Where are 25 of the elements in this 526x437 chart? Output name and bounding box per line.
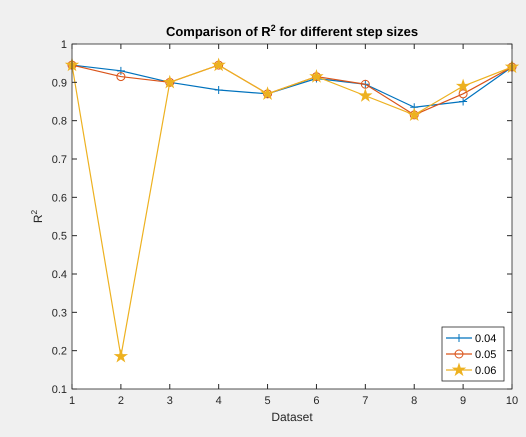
x-tick-label: 5 [264, 395, 271, 407]
y-tick-label: 0.1 [52, 384, 67, 396]
x-axis-title: Dataset [271, 410, 314, 424]
x-tick-label: 4 [216, 395, 222, 407]
x-tick-label: 6 [313, 395, 320, 407]
chart-title: Comparison of R$^{2}$ for different step sizes [166, 23, 418, 39]
legend-label: 0.05 [475, 349, 496, 361]
y-tick-label: 0.3 [52, 307, 67, 320]
y-tick-label: 0.9 [52, 77, 67, 90]
x-tick-label: 2 [118, 395, 124, 407]
x-tick-label: 9 [460, 395, 466, 407]
y-tick-label: 0.5 [52, 230, 67, 243]
x-tick-label: 1 [68, 395, 76, 407]
y-tick-label: 0.6 [52, 192, 67, 204]
y-tick-label: 0.8 [52, 116, 67, 128]
y-tick-label: 0.7 [52, 154, 67, 166]
x-tick-label: 3 [166, 395, 173, 407]
x-tick-label: 10 [506, 395, 518, 407]
y-tick-label: 0.4 [52, 269, 67, 281]
y-tick-label: 1 [60, 39, 67, 51]
y-tick-label: 0.2 [52, 346, 67, 358]
x-tick-label: 8 [411, 395, 418, 407]
x-tick-label: 7 [362, 395, 368, 407]
legend-label: 0.04 [475, 333, 496, 345]
legend-label: 0.06 [475, 365, 496, 377]
